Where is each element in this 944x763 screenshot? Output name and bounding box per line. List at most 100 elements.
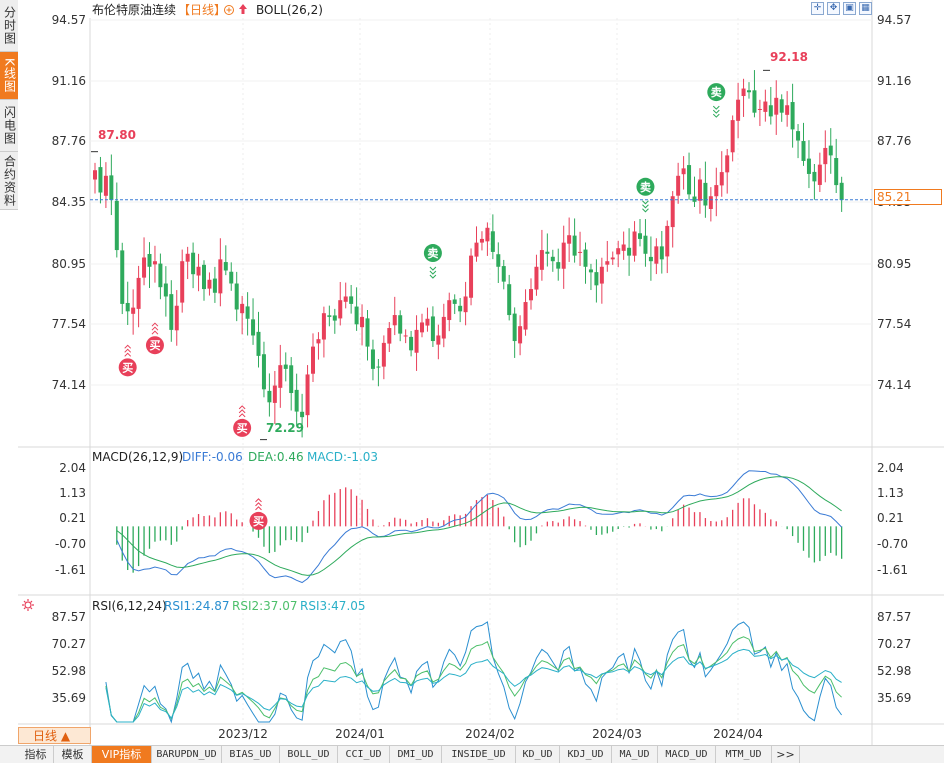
rsi2-value: RSI2:37.07 <box>232 599 298 613</box>
bottom-tab-10[interactable]: KDJ_UD <box>560 746 612 763</box>
candle-body-107 <box>676 175 681 196</box>
buy-arrow-27-1 <box>238 409 246 414</box>
left-tab-3[interactable]: 合约资料 <box>0 152 18 210</box>
rsi-axis-left-0: 87.57 <box>52 610 86 624</box>
left-tab-2[interactable]: 闪电图 <box>0 100 18 152</box>
candle-body-36 <box>289 365 294 394</box>
price-axis-left-3: 84.35 <box>52 195 86 209</box>
candle-body-62 <box>430 316 435 342</box>
price-axis-left-0: 94.57 <box>52 13 86 27</box>
candle-body-50 <box>365 318 370 347</box>
crosshair-icon[interactable]: ✛ <box>811 2 824 15</box>
price-axis-left-2: 87.76 <box>52 134 86 148</box>
candle-body-70 <box>474 242 479 257</box>
candle-body-61 <box>425 318 430 326</box>
rsi-axis-left-1: 70.27 <box>52 637 86 651</box>
candle-body-74 <box>496 254 501 267</box>
candle-body-87 <box>567 235 572 244</box>
buy-signal-badge-6 <box>118 358 137 377</box>
candle-body-49 <box>360 316 365 328</box>
buy-arrow-11-2 <box>151 330 159 335</box>
price-axis-right-4: 80.95 <box>877 257 911 271</box>
candle-body-123 <box>763 101 768 112</box>
price-axis-right-1: 91.16 <box>877 74 911 88</box>
candle-body-68 <box>463 296 468 313</box>
candle-body-97 <box>621 244 626 251</box>
candle-body-14 <box>169 294 174 330</box>
candle-body-136 <box>834 158 839 186</box>
left-tab-1[interactable]: K线图 <box>0 52 18 100</box>
left-tab-0[interactable]: 分时图 <box>0 0 18 52</box>
sell-arrow-101-2 <box>642 208 649 213</box>
candle-body-93 <box>599 266 604 284</box>
candle-body-91 <box>588 269 593 273</box>
buy-arrow-30-1 <box>255 502 262 507</box>
bottom-tab-13[interactable]: MTM_UD <box>716 746 772 763</box>
candle-body-94 <box>605 261 610 265</box>
buy-signal-label-11: 买 <box>149 339 160 352</box>
bottom-tab-7[interactable]: DMI_UD <box>390 746 442 763</box>
bottom-tab-14[interactable]: >> <box>772 746 800 763</box>
rsi2-line <box>105 636 842 723</box>
candle-body-30 <box>256 331 261 356</box>
candle-body-5 <box>120 250 125 304</box>
current-price-tag: 85.21 <box>874 189 942 205</box>
candle-body-57 <box>403 335 408 337</box>
bottom-tab-11[interactable]: MA_UD <box>612 746 658 763</box>
candle-body-64 <box>441 316 446 339</box>
add-icon[interactable] <box>224 5 234 15</box>
move-icon[interactable]: ✥ <box>827 2 840 15</box>
candle-body-67 <box>458 305 463 312</box>
rsi-axis-right-1: 70.27 <box>877 637 911 651</box>
sell-arrow-62-1 <box>429 270 437 275</box>
bottom-tab-4[interactable]: BIAS_UD <box>222 746 280 763</box>
bottom-tab-2[interactable]: VIP指标 <box>92 746 152 763</box>
candle-body-12 <box>158 263 163 288</box>
buy-signal-badge-30 <box>249 511 268 530</box>
candle-body-137 <box>839 182 844 200</box>
candle-body-6 <box>125 302 130 312</box>
candle-body-13 <box>163 283 168 297</box>
expand-icon[interactable]: ▣ <box>843 2 856 15</box>
candle-body-28 <box>245 306 250 319</box>
candle-body-135 <box>828 145 833 156</box>
bottom-tab-1[interactable]: 模板 <box>54 746 92 763</box>
candle-body-81 <box>534 266 539 290</box>
candle-body-113 <box>708 196 713 209</box>
bottom-tab-9[interactable]: KD_UD <box>516 746 560 763</box>
bottom-tab-12[interactable]: MACD_UD <box>658 746 716 763</box>
settings-gear-icon[interactable] <box>24 601 32 609</box>
bottom-tab-0[interactable]: 指标 <box>18 746 54 763</box>
price-axis-right-2: 87.76 <box>877 134 911 148</box>
bottom-tab-3[interactable]: BARUPDN_UD <box>152 746 222 763</box>
candle-body-10 <box>147 253 152 267</box>
candle-body-128 <box>790 102 795 130</box>
annotation-high-right: 92.18 <box>770 50 808 64</box>
rsi1-line <box>105 621 843 724</box>
candle-body-133 <box>817 164 822 185</box>
buy-arrow-27-0 <box>238 405 246 410</box>
candle-body-29 <box>251 319 256 336</box>
candle-body-95 <box>610 257 615 260</box>
buy-signal-badge-11 <box>145 336 164 355</box>
macd-dea-line <box>116 476 842 576</box>
buy-arrow-27-2 <box>238 413 246 418</box>
candle-body-25 <box>229 271 234 284</box>
bottom-tab-6[interactable]: CCI_UD <box>338 746 390 763</box>
candle-body-39 <box>305 374 310 416</box>
rsi3-value: RSI3:47.05 <box>300 599 366 613</box>
macd-diff: DIFF:-0.06 <box>182 450 243 464</box>
sell-signal-badge-101 <box>636 177 655 196</box>
grid-icon[interactable]: ▦ <box>859 2 872 15</box>
price-axis-right-0: 94.57 <box>877 13 911 27</box>
candle-body-134 <box>823 147 828 165</box>
period-button[interactable]: 日线 ▲ <box>18 727 91 744</box>
macd-axis-left-4: -1.61 <box>55 563 86 577</box>
bottom-tab-8[interactable]: INSIDE_UD <box>442 746 516 763</box>
candle-body-101 <box>643 235 648 254</box>
candle-body-115 <box>719 172 724 186</box>
bottom-tab-5[interactable]: BOLL_UD <box>280 746 338 763</box>
candle-body-106 <box>670 196 675 228</box>
candle-body-46 <box>343 296 348 302</box>
candle-body-56 <box>398 315 403 334</box>
